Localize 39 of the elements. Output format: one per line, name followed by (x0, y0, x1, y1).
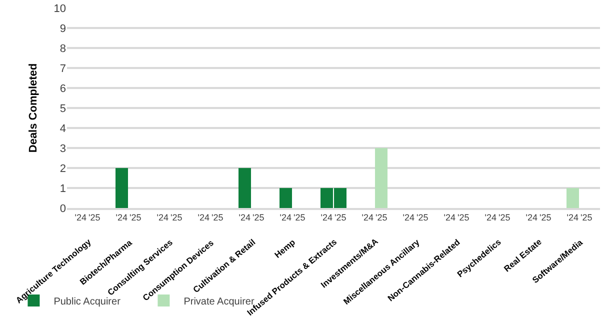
x-tick-label: '24 (320, 212, 333, 223)
x-tick-label: '25 (416, 212, 428, 223)
x-tick-label: '24 (402, 212, 415, 223)
x-tick-label: '25 (252, 212, 264, 223)
x-tick-label: '24 (280, 212, 292, 223)
x-tick-label: '24 (362, 212, 374, 223)
x-tick-label: '25 (375, 212, 388, 223)
x-tick-label: '24 (484, 212, 497, 223)
x-tick-label: '24 (156, 212, 169, 223)
x-tick-label: '25 (170, 212, 182, 223)
x-tick-label: '25 (498, 212, 510, 223)
x-tick-label: '25 (334, 212, 346, 223)
x-tick-label: '24 (566, 212, 579, 223)
y-tick-label: 9 (60, 22, 66, 35)
x-tick-label: '24 (198, 212, 210, 223)
x-tick-label: '25 (457, 212, 470, 223)
y-tick-label: 6 (60, 82, 66, 95)
x-tick-label: '24 (526, 212, 538, 223)
x-tick-label: '25 (88, 212, 100, 223)
x-tick-label: '25 (293, 212, 306, 223)
x-tick-label: '24 (116, 212, 128, 223)
y-tick-label: 1 (60, 182, 66, 195)
x-tick-label: '25 (129, 212, 142, 223)
x-tick-label: '24 (238, 212, 251, 223)
x-tick-label: '25 (539, 212, 552, 223)
y-tick-label: 10 (54, 2, 66, 15)
x-tick-label: '25 (580, 212, 592, 223)
x-tick-label: '25 (211, 212, 224, 223)
y-tick-label: 3 (60, 142, 66, 155)
y-tick-label: 0 (60, 202, 66, 215)
x-tick-label: '24 (444, 212, 456, 223)
y-axis-title: Deals Completed (27, 63, 40, 153)
y-tick-label: 7 (60, 62, 66, 75)
y-tick-label: 4 (60, 122, 66, 135)
y-tick-label: 8 (60, 42, 66, 55)
y-tick-label: 2 (60, 162, 66, 175)
legend-label: Public Acquirer (54, 296, 122, 308)
y-tick-label: 5 (60, 102, 66, 115)
x-tick-label: '24 (74, 212, 87, 223)
